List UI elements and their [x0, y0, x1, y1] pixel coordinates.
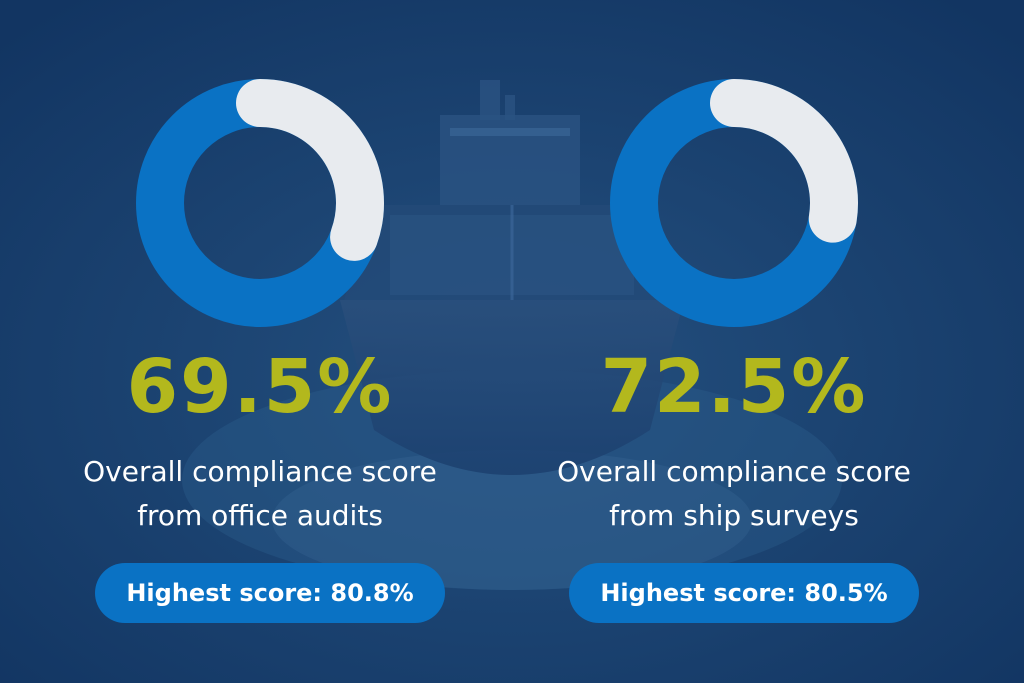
caption-line-2: from ship surveys	[609, 499, 859, 532]
score-caption: Overall compliance score from office aud…	[50, 450, 470, 538]
score-value: 72.5%	[600, 344, 868, 430]
stat-panel-ship-surveys: 72.5% Overall compliance score from ship…	[524, 0, 944, 683]
highest-score-badge: Highest score: 80.8%	[95, 563, 445, 623]
score-value: 69.5%	[126, 344, 394, 430]
donut-chart	[610, 79, 858, 327]
donut-slice-remaining	[236, 79, 384, 261]
caption-line-1: Overall compliance score	[83, 455, 437, 488]
stat-panel-office-audits: 69.5% Overall compliance score from offi…	[50, 0, 470, 683]
caption-line-2: from office audits	[137, 499, 383, 532]
caption-line-1: Overall compliance score	[557, 455, 911, 488]
score-caption: Overall compliance score from ship surve…	[524, 450, 944, 538]
donut-slice-remaining	[710, 79, 858, 243]
donut-chart	[136, 79, 384, 327]
highest-score-badge: Highest score: 80.5%	[569, 563, 919, 623]
